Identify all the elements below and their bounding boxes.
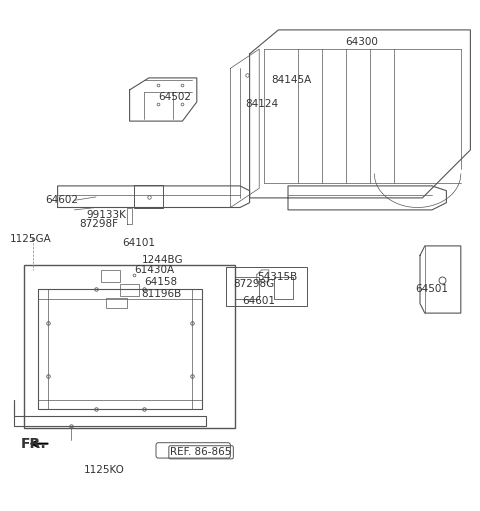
- Bar: [226, 267, 307, 306]
- Text: 99133K: 99133K: [86, 210, 126, 220]
- Text: 64501: 64501: [415, 284, 448, 294]
- Bar: [235, 277, 259, 299]
- Text: 64158: 64158: [144, 277, 177, 287]
- Text: 64502: 64502: [158, 92, 192, 102]
- Text: 54315B: 54315B: [257, 272, 297, 282]
- Text: 87298F: 87298F: [79, 219, 118, 229]
- Text: 61430A: 61430A: [134, 265, 175, 275]
- Text: 1125KO: 1125KO: [84, 464, 125, 475]
- Text: 1125GA: 1125GA: [10, 234, 51, 244]
- Text: 64601: 64601: [242, 296, 276, 306]
- Bar: [120, 284, 139, 296]
- Text: 87298G: 87298G: [233, 280, 274, 289]
- Text: 81196B: 81196B: [142, 289, 182, 299]
- Bar: [274, 277, 293, 299]
- Text: 64300: 64300: [346, 37, 378, 47]
- Bar: [101, 270, 120, 282]
- Text: 84124: 84124: [245, 99, 278, 109]
- Text: 84145A: 84145A: [271, 75, 312, 85]
- Bar: [134, 185, 163, 208]
- Text: 1244BG: 1244BG: [142, 256, 183, 265]
- Text: REF. 86-865: REF. 86-865: [170, 447, 232, 457]
- Bar: [24, 265, 235, 428]
- Text: 64602: 64602: [46, 195, 79, 205]
- Text: 64101: 64101: [122, 239, 156, 248]
- Text: FR.: FR.: [21, 437, 47, 451]
- Bar: [106, 298, 127, 308]
